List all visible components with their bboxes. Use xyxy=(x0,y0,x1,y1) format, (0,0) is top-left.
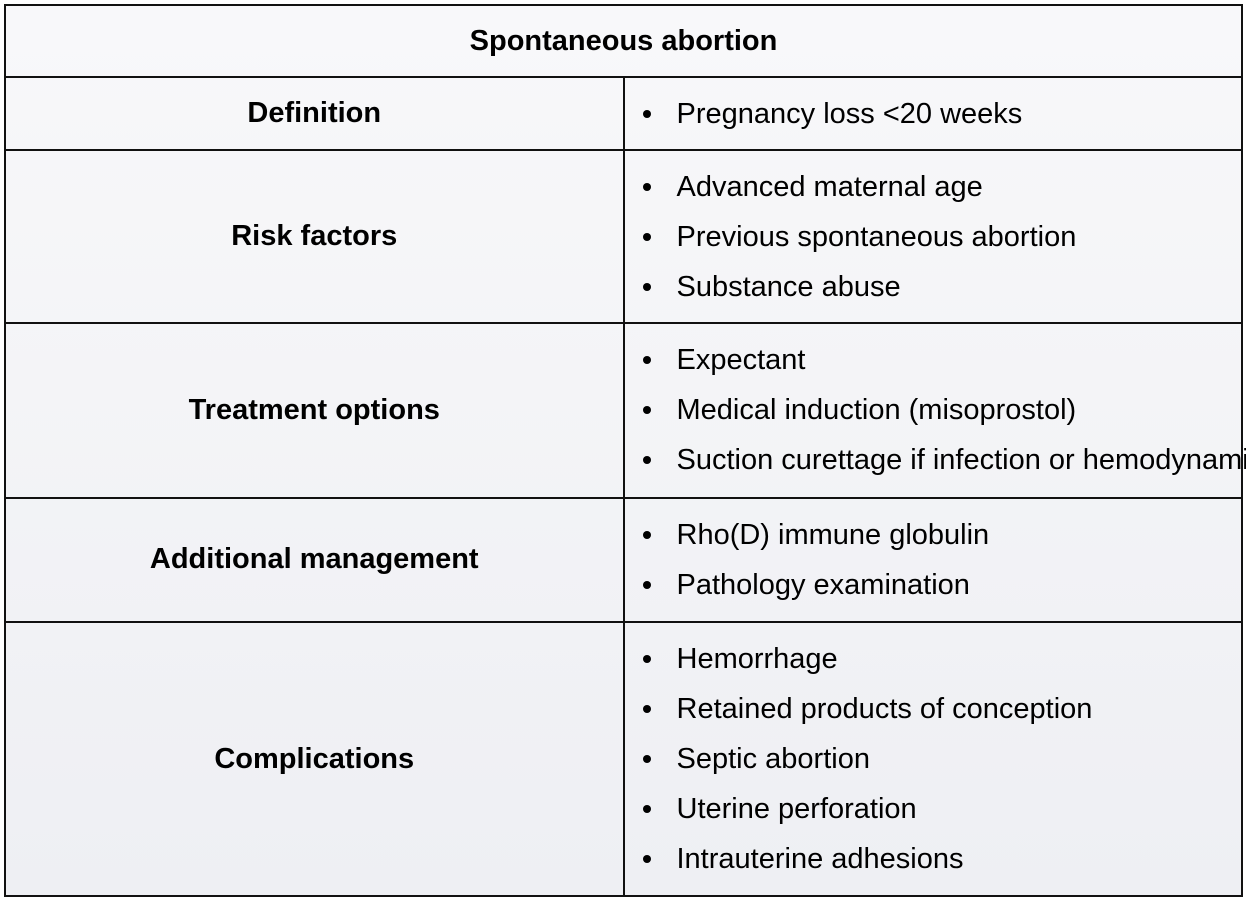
list-item: Advanced maternal age xyxy=(641,162,1242,212)
table-title-row: Spontaneous abortion xyxy=(6,6,1241,79)
table-row-complications: Complications Hemorrhage Retained produc… xyxy=(6,621,1242,895)
info-table: Spontaneous abortion Definition Pregnanc… xyxy=(4,4,1246,897)
table-row-additional-management: Additional management Rho(D) immune glob… xyxy=(6,496,1242,624)
list-item: Pregnancy loss <20 weeks xyxy=(641,89,1242,139)
bullet-list: Hemorrhage Retained products of concepti… xyxy=(625,634,1242,884)
table-row-risk-factors: Risk factors Advanced maternal age Previ… xyxy=(6,149,1242,325)
table-title: Spontaneous abortion xyxy=(6,6,1241,79)
bullet-list: Pregnancy loss <20 weeks xyxy=(625,89,1242,139)
list-item: Substance abuse xyxy=(641,262,1242,312)
table-row-definition: Definition Pregnancy loss <20 weeks xyxy=(6,76,1242,152)
list-item: Expectant xyxy=(641,335,1242,385)
list-item: Retained products of conception xyxy=(641,684,1242,734)
row-content: Pregnancy loss <20 weeks xyxy=(622,76,1242,152)
table-row-treatment-options: Treatment options Expectant Medical indu… xyxy=(6,322,1246,499)
list-item: Rho(D) immune globulin xyxy=(641,510,1242,560)
row-label: Treatment options xyxy=(6,322,625,499)
row-content: Hemorrhage Retained products of concepti… xyxy=(622,621,1242,895)
list-item: Previous spontaneous abortion xyxy=(641,212,1242,262)
row-content: Expectant Medical induction (misoprostol… xyxy=(622,322,1246,499)
table: Spontaneous abortion Definition Pregnanc… xyxy=(6,6,1246,895)
list-item: Suction curettage if infection or hemody… xyxy=(641,435,1246,485)
row-label: Risk factors xyxy=(6,149,625,325)
list-item: Intrauterine adhesions xyxy=(641,834,1242,884)
bullet-list: Rho(D) immune globulin Pathology examina… xyxy=(625,510,1242,610)
list-item: Hemorrhage xyxy=(641,634,1242,684)
list-item: Septic abortion xyxy=(641,734,1242,784)
bullet-list: Advanced maternal age Previous spontaneo… xyxy=(625,162,1242,312)
row-content: Advanced maternal age Previous spontaneo… xyxy=(622,149,1242,325)
list-item: Pathology examination xyxy=(641,560,1242,610)
row-label: Definition xyxy=(6,76,625,152)
list-item: Uterine perforation xyxy=(641,784,1242,834)
list-item: Medical induction (misoprostol) xyxy=(641,385,1242,435)
bullet-list: Expectant Medical induction (misoprostol… xyxy=(625,335,1246,485)
row-label: Complications xyxy=(6,621,625,895)
row-label: Additional management xyxy=(6,496,625,624)
row-content: Rho(D) immune globulin Pathology examina… xyxy=(622,496,1242,624)
